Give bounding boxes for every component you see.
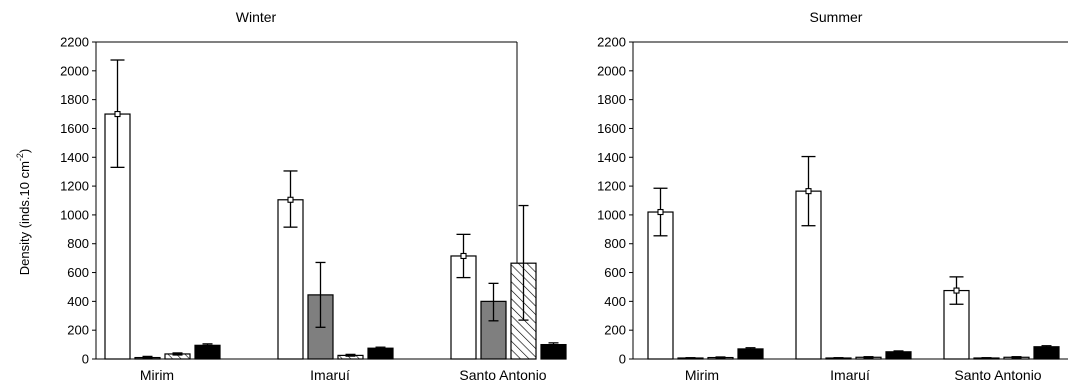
winter-y-tick-label: 2000: [60, 63, 89, 78]
winter-bar: [104, 113, 131, 360]
summer-y-tick-label: 2000: [597, 63, 626, 78]
summer-mean-marker: [657, 208, 664, 216]
winter-mean-marker: [114, 110, 121, 118]
summer-y-tick-label: 400: [604, 294, 626, 309]
winter-y-tick-label: 2200: [60, 35, 89, 50]
summer-y-tick-label: 200: [604, 323, 626, 338]
svg-text:Density (inds.10 cm-2): Density (inds.10 cm-2): [15, 149, 32, 276]
summer-y-tick-label: 0: [619, 352, 626, 367]
winter-y-tick-label: 1400: [60, 150, 89, 165]
winter-category-label: Santo Antonio: [459, 367, 546, 383]
winter-mean-marker: [287, 196, 294, 203]
summer-bar: [1033, 346, 1060, 360]
summer-y-tick-label: 2200: [597, 35, 626, 50]
winter-category-label: Mirim: [140, 367, 174, 383]
y-axis-title: Density (inds.10 cm-2): [15, 149, 32, 276]
winter-y-tick-label: 1200: [60, 179, 89, 194]
winter-category-label: Imaruí: [310, 367, 350, 383]
summer-mean-marker: [953, 287, 960, 294]
winter-panel: 0 200 400 600 800 1000 1200 1400 1600 1800 2000 220…: [60, 35, 567, 383]
summer-panel: 0 200 400 600 800 1000 1200 1400 1600 1800 2000 220…: [597, 35, 1068, 383]
winter-bar: [540, 343, 567, 360]
winter-y-tick-label: 1800: [60, 92, 89, 107]
summer-y-tick-label: 1200: [597, 179, 626, 194]
summer-mean-marker: [805, 188, 812, 195]
y-axis-title-main: Density (inds.10 cm: [17, 161, 32, 275]
winter-y-tick-label: 0: [82, 352, 89, 367]
y-axis-title-close: ): [17, 149, 32, 153]
winter-y-tick-label: 600: [67, 265, 89, 280]
summer-category-label: Imaruí: [830, 367, 870, 383]
winter-y-tick-label: 1600: [60, 121, 89, 136]
winter-y-tick-label: 800: [67, 236, 89, 251]
summer-y-tick-label: 1600: [597, 121, 626, 136]
summer-bar: [943, 289, 970, 360]
summer-y-tick-label: 1800: [597, 92, 626, 107]
winter-panel-title: Winter: [236, 9, 277, 25]
summer-y-tick-label: 1400: [597, 150, 626, 165]
summer-panel-title: Summer: [810, 9, 863, 25]
summer-y-tick-label: 1000: [597, 207, 626, 222]
summer-category-label: Santo Antonio: [954, 367, 1041, 383]
summer-category-label: Mirim: [685, 367, 719, 383]
summer-bar: [647, 211, 674, 360]
winter-y-tick-label: 200: [67, 323, 89, 338]
summer-y-tick-label: 800: [604, 236, 626, 251]
winter-y-tick-label: 400: [67, 294, 89, 309]
y-axis-title-sup: -2: [15, 153, 25, 161]
winter-mean-marker: [460, 252, 467, 260]
summer-y-tick-label: 600: [604, 265, 626, 280]
winter-y-tick-label: 1000: [60, 207, 89, 222]
